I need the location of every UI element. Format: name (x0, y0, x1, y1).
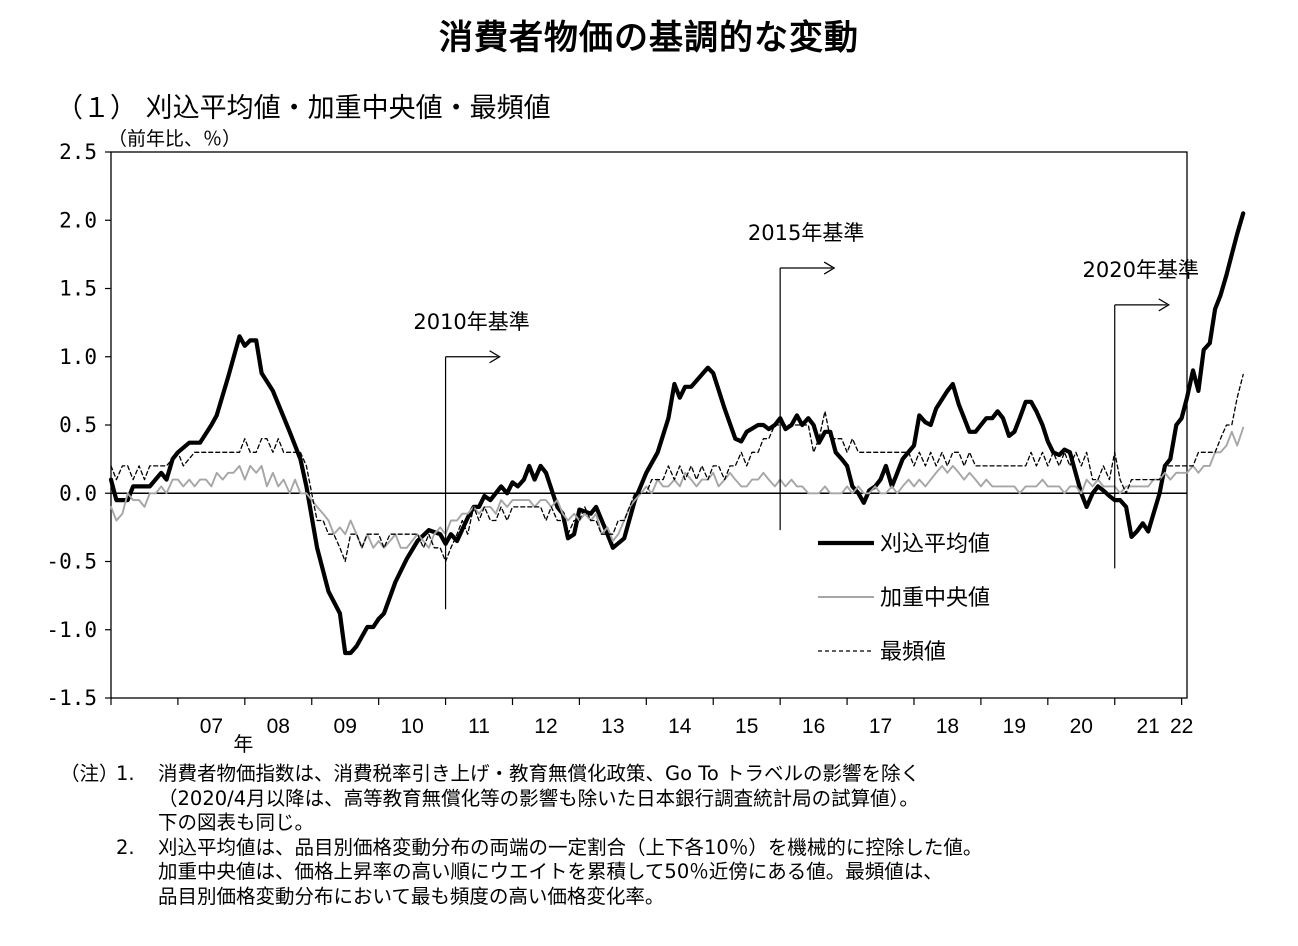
note-2-text-3: 品目別価格変動分布において最も頻度の高い価格変化率。 (158, 884, 665, 908)
x-tick-label: 19 (1003, 715, 1026, 738)
y-tick-label: 1.5 (59, 277, 97, 301)
annotation-layer: 2010年基準 2015年基準 2020年基準 (413, 221, 1199, 610)
base-marker-label: 2015年基準 (748, 221, 864, 245)
note-head: （注） (60, 762, 119, 785)
y-tick-label: -0.5 (46, 550, 97, 574)
footnotes: （注）1. 消費者物価指数は、消費税率引き上げ・教育無償化政策、Go To トラベ… (60, 762, 982, 909)
x-tick-label: 17 (869, 715, 892, 738)
x-tick-label: 09 (334, 715, 357, 738)
y-tick-label: 2.0 (59, 208, 97, 232)
plot-frame (110, 151, 1188, 699)
arrow-head (823, 261, 836, 275)
series-line-1 (108, 211, 1246, 656)
chart-subtitle: （１） 刈込平均値・加重中央値・最頻値 (56, 93, 551, 124)
series-line-2 (110, 426, 1245, 549)
x-tick-label: 14 (668, 715, 692, 738)
note-1-line-1: （注）1. 消費者物価指数は、消費税率引き上げ・教育無償化政策、Go To トラベ… (60, 762, 982, 787)
note-2-line-1: 2. 刈込平均値は、品目別価格変動分布の両端の一定割合（上下各10％）を機械的に控… (60, 836, 982, 861)
x-tick-label: 21 (1137, 715, 1160, 738)
x-tick-label: 10 (400, 715, 423, 738)
x-tick-label: 07 (200, 715, 223, 738)
x-tick-label: 20 (1070, 715, 1093, 738)
legend-label: 刈込平均値 (880, 532, 990, 557)
x-tick-label: 22 (1170, 715, 1193, 738)
x-tick-label: 11 (468, 715, 490, 738)
x-unit-label: 年 (233, 732, 253, 756)
x-tick-label: 13 (601, 715, 624, 738)
base-marker-label: 2010年基準 (413, 310, 529, 334)
y-tick-label: 0.0 (59, 481, 97, 505)
base-marker-label: 2020年基準 (1083, 258, 1199, 282)
series-line-3 (110, 373, 1244, 563)
note-2-text-2: 加重中央値は、価格上昇率の高い順にウエイトを累積して50％近傍にある値。最頻値は… (158, 860, 943, 883)
note-1-text-1: 消費者物価指数は、消費税率引き上げ・教育無償化政策、Go To トラベルの影響を… (158, 762, 920, 785)
x-tick-label: 18 (936, 715, 959, 738)
note-1-text-3: 下の図表も同じ。 (158, 811, 315, 834)
y-tick-label: -1.5 (46, 686, 97, 710)
legend-label: 最頻値 (880, 640, 946, 665)
arrow-head (1158, 298, 1170, 312)
page-title: 消費者物価の基調的な変動 (439, 18, 859, 58)
y-tick-label: 2.5 (59, 140, 97, 164)
note-1-text-2: （2020/4月以降は、高等教育無償化等の影響も除いた日本銀行調査統計局の試算値… (158, 786, 919, 810)
note-1-number: 1. (116, 762, 135, 785)
note-2-number: 2. (116, 835, 135, 859)
y-tick-label: 1.0 (59, 345, 97, 369)
y-tick-label: -1.0 (46, 618, 97, 642)
x-tick-label: 08 (267, 715, 290, 738)
y-unit-label: （前年比、％） (108, 128, 242, 150)
y-tick-label: 0.5 (59, 413, 97, 437)
x-tick-label: 12 (534, 715, 557, 738)
arrow-head (489, 350, 501, 364)
note-2-text-1: 刈込平均値は、品目別価格変動分布の両端の一定割合（上下各10％）を機械的に控除し… (158, 835, 983, 859)
legend-label: 加重中央値 (880, 586, 990, 611)
x-tick-label: 15 (735, 715, 758, 738)
x-tick-label: 16 (802, 715, 825, 738)
axes-layer: 2.5 2.0 1.5 1.0 0.5 0.0 -0.5 -1.0 -1.5 07 08 09 10 11… (46, 140, 1193, 756)
series-layer (108, 211, 1246, 656)
